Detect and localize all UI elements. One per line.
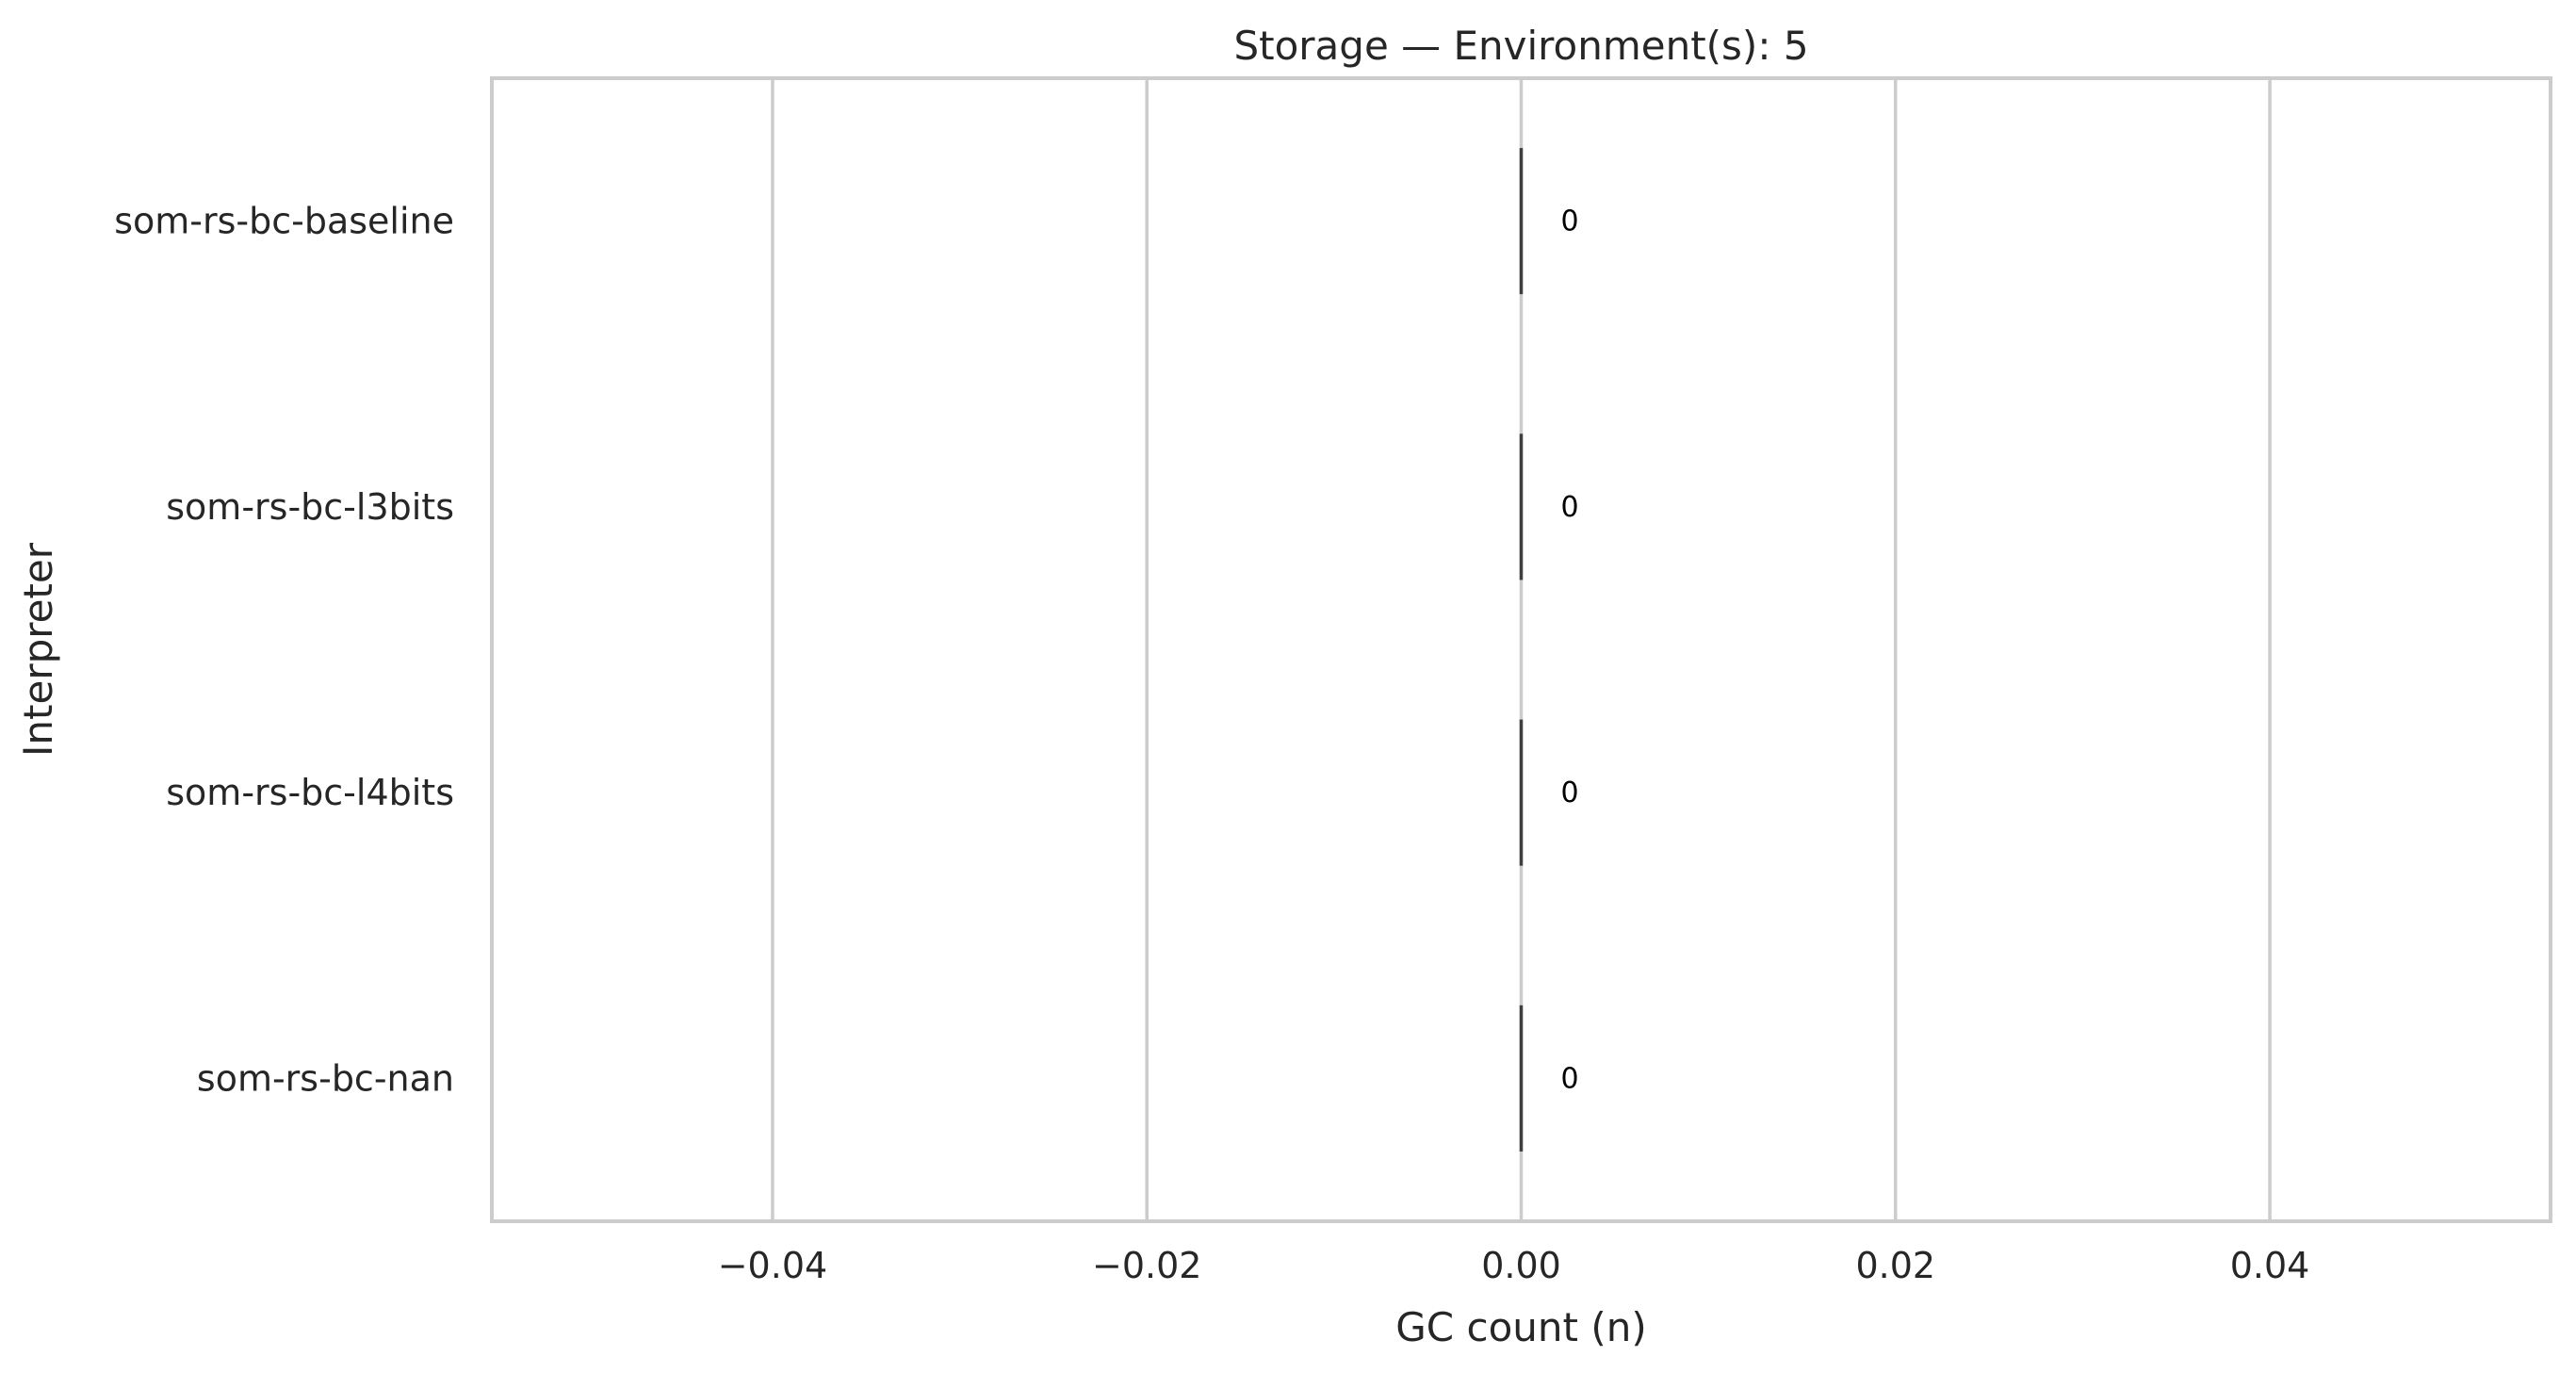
x-tick-label: −0.02 [1092, 1245, 1201, 1286]
x-tick-label: 0.00 [1481, 1245, 1561, 1286]
x-tick-labels: −0.04 −0.02 0.00 0.02 0.04 [718, 1245, 2310, 1286]
y-tick-label: som-rs-bc-baseline [114, 201, 454, 242]
data-label: 0 [1561, 205, 1579, 238]
y-tick-label: som-rs-bc-l4bits [166, 772, 454, 813]
chart-title: Storage — Environment(s): 5 [1233, 23, 1808, 69]
y-axis-label: Interpreter [15, 542, 61, 757]
data-label: 0 [1561, 776, 1579, 809]
data-label: 0 [1561, 491, 1579, 524]
data-label: 0 [1561, 1062, 1579, 1095]
x-tick-label: 0.02 [1855, 1245, 1935, 1286]
x-tick-label: −0.04 [718, 1245, 827, 1286]
x-tick-label: 0.04 [2230, 1245, 2310, 1286]
x-axis-label: GC count (n) [1395, 1304, 1646, 1350]
y-tick-label: som-rs-bc-nan [197, 1057, 454, 1099]
y-tick-labels: som-rs-bc-baseline som-rs-bc-l3bits som-rs… [114, 201, 454, 1100]
plot-area-frame [490, 76, 2552, 1223]
data-labels: 0 0 0 0 [1561, 205, 1579, 1096]
y-tick-label: som-rs-bc-l3bits [166, 486, 454, 528]
